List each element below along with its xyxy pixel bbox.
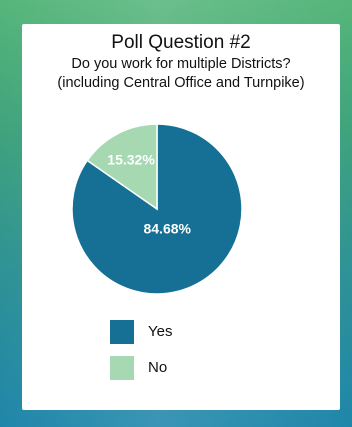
chart-subtitle-line-1: Do you work for multiple Districts? [71,56,291,72]
chart-subtitle-line-2: (including Central Office and Turnpike) [57,75,305,91]
chart-title: Poll Question #2 [111,32,251,53]
pie-slice-no [86,123,158,211]
legend-swatch-no [110,356,134,380]
legend-swatch-yes [110,320,134,344]
pie-chart: 84.68% 15.32% [71,123,243,295]
data-label-no: 15.32% [107,151,155,167]
legend-label-no: No [148,359,168,376]
poll-card: Poll Question #2 Do you work for multipl… [22,24,340,410]
legend-label-yes: Yes [148,323,173,340]
data-label-yes: 84.68% [143,221,191,237]
